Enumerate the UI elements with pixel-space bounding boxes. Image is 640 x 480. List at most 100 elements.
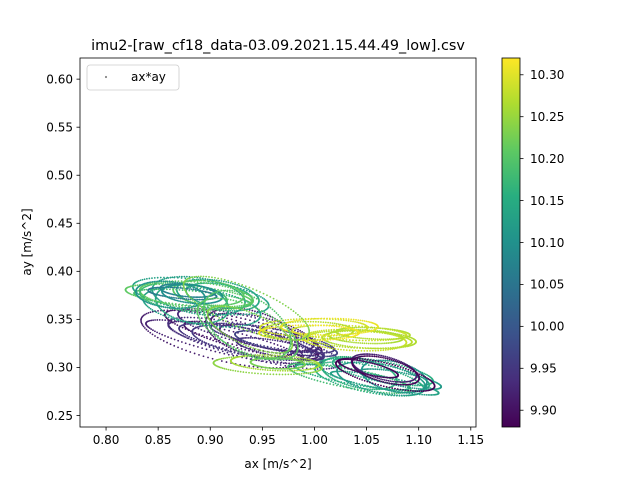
scatter-point (423, 372, 426, 375)
scatter-point (398, 391, 401, 394)
scatter-point (191, 312, 193, 314)
scatter-point (246, 327, 249, 330)
scatter-point (268, 318, 271, 321)
scatter-point (153, 304, 156, 306)
scatter-point (251, 349, 254, 351)
scatter-point (240, 304, 243, 307)
scatter-point (247, 308, 249, 311)
scatter-point (312, 349, 315, 351)
scatter-point (178, 307, 181, 310)
scatter-point (217, 322, 220, 325)
scatter-point (367, 342, 370, 345)
scatter-point (170, 317, 173, 320)
scatter-point (378, 386, 381, 389)
scatter-point (251, 314, 253, 317)
scatter-point (223, 313, 226, 316)
scatter-point (169, 288, 171, 291)
scatter-point (253, 330, 256, 332)
scatter-point (262, 319, 265, 321)
scatter-point (368, 373, 370, 376)
scatter-point (200, 309, 203, 312)
scatter-point (336, 356, 338, 358)
scatter-point (361, 378, 364, 381)
scatter-point (288, 353, 291, 356)
scatter-point (385, 362, 388, 365)
scatter-point (371, 368, 374, 370)
scatter-point (227, 353, 230, 356)
scatter-point (156, 280, 159, 283)
scatter-point (187, 328, 189, 331)
scatter-point (249, 336, 252, 339)
scatter-point (419, 384, 422, 386)
scatter-point (219, 332, 222, 335)
scatter-point (185, 349, 187, 352)
scatter-point (225, 326, 228, 328)
scatter-point (212, 339, 215, 342)
scatter-point (226, 351, 229, 354)
scatter-point (380, 361, 383, 363)
scatter-point (199, 311, 202, 314)
scatter-point (154, 335, 156, 337)
scatter-point (184, 323, 187, 326)
scatter-point (200, 328, 203, 331)
scatter-point (153, 310, 156, 312)
scatter-point (243, 330, 246, 332)
scatter-point (276, 344, 279, 346)
scatter-point (152, 319, 154, 322)
scatter-point (201, 341, 204, 343)
scatter-point (178, 283, 180, 286)
scatter-point (423, 388, 426, 391)
scatter-point (161, 301, 164, 303)
scatter-point (302, 344, 305, 347)
scatter-point (231, 353, 234, 355)
scatter-point (386, 356, 389, 358)
scatter-point (201, 285, 204, 288)
scatter-point (425, 393, 428, 396)
scatter-point (225, 361, 228, 363)
scatter-point (380, 386, 382, 389)
scatter-point (208, 331, 211, 334)
scatter-point (194, 288, 197, 291)
scatter-point (388, 393, 391, 396)
scatter-point (176, 307, 179, 310)
scatter-point (414, 393, 417, 396)
scatter-point (253, 349, 256, 352)
scatter-point (415, 387, 418, 390)
scatter-point (140, 318, 142, 321)
scatter-point (391, 387, 394, 389)
scatter-point (211, 357, 214, 360)
scatter-point (220, 360, 223, 362)
scatter-point (143, 288, 146, 291)
scatter-point (325, 378, 328, 381)
scatter-point (318, 348, 321, 351)
scatter-point (170, 315, 173, 318)
scatter-point (182, 335, 184, 337)
scatter-point (335, 384, 338, 387)
scatter-point (284, 348, 287, 351)
scatter-point (148, 281, 151, 284)
scatter-point (370, 364, 373, 367)
scatter-point (369, 368, 372, 370)
scatter-point (384, 355, 387, 358)
scatter-point (166, 341, 168, 344)
scatter-point (382, 381, 385, 383)
scatter-point (225, 283, 228, 286)
scatter-point (391, 392, 393, 395)
scatter-point (240, 330, 243, 333)
scatter-point (147, 312, 150, 314)
scatter-point (182, 303, 184, 306)
scatter-point (382, 359, 385, 362)
scatter-point (357, 361, 360, 364)
scatter-point (239, 339, 242, 342)
scatter-point (201, 313, 204, 316)
scatter-point (215, 313, 218, 315)
scatter-point (151, 299, 154, 302)
scatter-point (329, 364, 332, 367)
scatter-point (310, 342, 312, 345)
scatter-point (222, 308, 225, 311)
scatter-point (238, 323, 241, 326)
scatter-point (338, 377, 341, 380)
scatter-point (305, 342, 308, 345)
scatter-point (142, 325, 145, 328)
scatter-point (374, 383, 377, 385)
